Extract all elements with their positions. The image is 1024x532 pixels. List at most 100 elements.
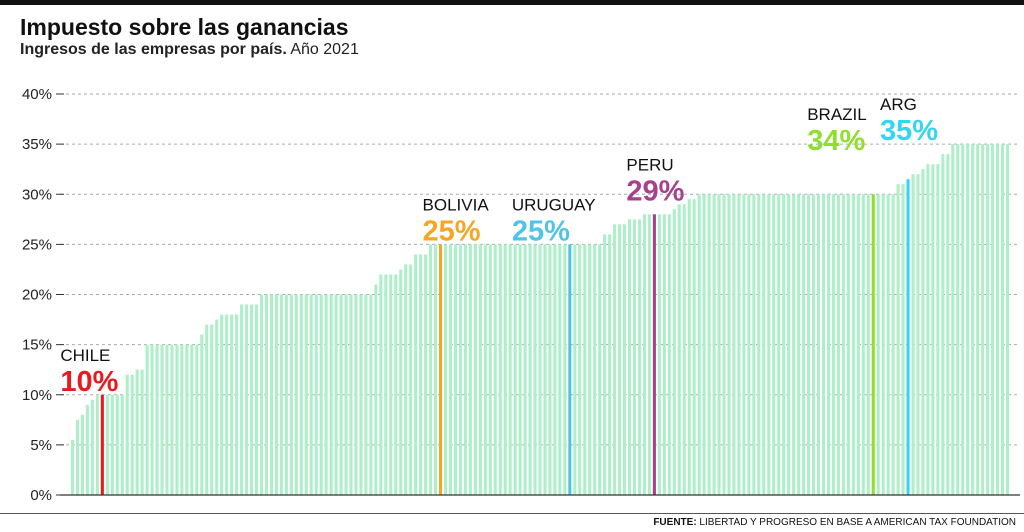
y-tick-label: 25%	[22, 236, 52, 253]
bar	[623, 224, 627, 495]
bar	[976, 144, 980, 495]
bar	[414, 254, 418, 495]
bar	[394, 274, 398, 495]
bar	[951, 144, 955, 495]
bar	[443, 244, 448, 495]
bar	[195, 344, 199, 495]
bar	[120, 394, 124, 495]
bar	[841, 194, 845, 495]
bar	[319, 294, 323, 495]
bar	[618, 224, 622, 495]
bar	[503, 244, 507, 495]
bar	[772, 194, 776, 495]
bar	[419, 254, 423, 495]
bar	[1000, 144, 1005, 495]
bar	[115, 394, 119, 495]
bar	[473, 244, 477, 495]
bar	[483, 244, 487, 495]
bar	[981, 144, 985, 495]
bar	[215, 319, 219, 495]
bar	[966, 144, 970, 495]
y-tick-label: 40%	[22, 86, 52, 103]
bar	[309, 294, 313, 495]
bar	[911, 174, 915, 495]
bar	[613, 224, 617, 495]
top-rule	[0, 0, 1024, 5]
bar	[762, 194, 766, 495]
bar	[230, 314, 234, 495]
bar	[145, 344, 149, 495]
bar	[722, 194, 726, 495]
bar	[936, 164, 940, 496]
bar	[717, 194, 721, 495]
bar	[921, 169, 925, 495]
bar	[249, 304, 254, 495]
bar	[632, 219, 637, 495]
bar	[155, 344, 159, 495]
y-tick-label: 30%	[22, 186, 52, 203]
bar	[866, 194, 870, 495]
bar	[603, 234, 607, 495]
bar	[458, 244, 462, 495]
bar	[1005, 144, 1010, 495]
bar	[752, 194, 756, 495]
bar	[956, 144, 960, 495]
bar	[797, 194, 801, 495]
bar	[816, 194, 821, 495]
bar	[284, 294, 288, 495]
country-label: ARG	[880, 95, 917, 114]
bar	[926, 164, 930, 496]
bar	[807, 194, 811, 495]
bar	[533, 244, 537, 495]
country-label: CHILE	[60, 346, 110, 365]
bar	[608, 234, 612, 495]
bar	[259, 294, 264, 495]
bar	[130, 374, 134, 495]
bar	[782, 194, 786, 495]
bar	[264, 294, 268, 495]
chart-subtitle: Ingresos de las empresas por país. Año 2…	[20, 41, 359, 59]
bar	[95, 394, 99, 495]
bar	[627, 219, 632, 495]
value-label: 25%	[423, 215, 481, 247]
bar	[200, 334, 204, 495]
bar-highlight-chile	[100, 394, 104, 495]
bar	[404, 264, 408, 495]
bar	[245, 304, 249, 495]
bar	[578, 244, 582, 495]
bar	[946, 154, 950, 495]
bar	[90, 399, 94, 495]
bar	[329, 294, 333, 495]
bar	[80, 414, 84, 495]
bar	[961, 144, 965, 495]
bar	[747, 194, 751, 495]
bar	[324, 294, 328, 495]
bar	[175, 344, 179, 495]
bar	[931, 164, 935, 496]
subtitle-year: Año 2021	[286, 41, 359, 58]
bar	[180, 344, 184, 495]
bar	[448, 244, 453, 495]
source-note: FUENTE: LIBERTAD Y PROGRESO EN BASE A AM…	[653, 517, 1016, 528]
bar	[170, 344, 174, 495]
bar-highlight-bolivia	[438, 244, 443, 495]
bar	[692, 199, 696, 495]
bar	[777, 194, 781, 495]
bar	[434, 244, 438, 495]
bar	[826, 194, 831, 495]
bar	[75, 419, 80, 495]
bar	[359, 294, 363, 495]
bar	[389, 274, 393, 495]
bar	[220, 314, 224, 495]
bar	[642, 214, 646, 496]
bar	[856, 194, 860, 495]
bar	[523, 244, 527, 495]
bar	[787, 194, 791, 495]
bar	[468, 244, 472, 495]
bar	[737, 194, 741, 495]
bar	[110, 394, 114, 495]
country-label: BOLIVIA	[423, 195, 490, 214]
bar	[548, 244, 552, 495]
bar	[384, 274, 388, 495]
value-label: 34%	[807, 125, 865, 157]
